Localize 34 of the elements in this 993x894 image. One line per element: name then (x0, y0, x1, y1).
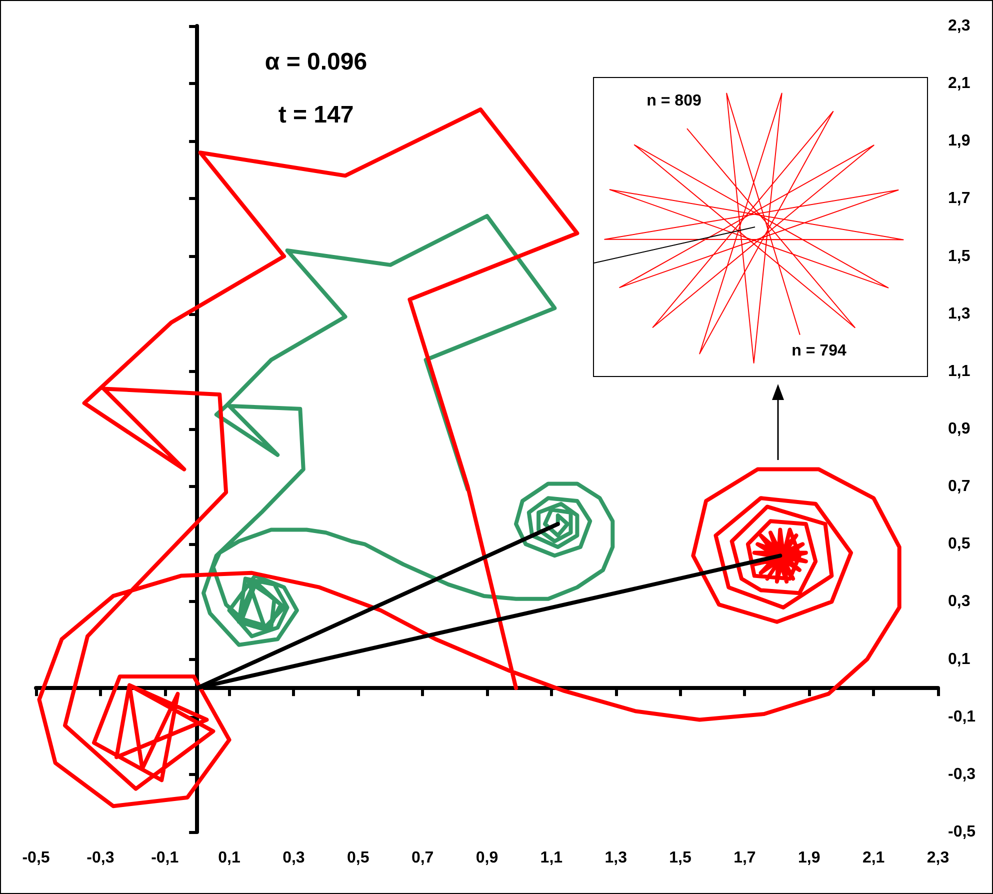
annotation: t = 147 (278, 102, 354, 128)
annotation: n = 809 (646, 92, 702, 110)
x-tick-label: 1,5 (669, 850, 692, 866)
x-tick-label: 2,3 (926, 850, 950, 866)
y-tick-label: 0,7 (948, 478, 970, 496)
y-tick-label: 2,3 (948, 18, 970, 34)
x-tick-label: 1,9 (798, 850, 820, 866)
y-tick-label: -0,1 (948, 708, 976, 726)
x-tick-label: 0,9 (476, 850, 498, 866)
x-tick-label: 1,3 (604, 850, 628, 866)
x-tick-label: 0,5 (347, 850, 370, 866)
x-tick-label: 2,1 (862, 850, 885, 866)
y-tick-label: -0,3 (948, 766, 976, 783)
y-tick-label: 1,1 (948, 362, 970, 380)
x-tick-label: 1,7 (734, 850, 756, 866)
y-tick-label: 2,1 (948, 75, 970, 92)
x-tick-label: 0,1 (218, 850, 241, 866)
y-tick-label: 1,9 (948, 132, 970, 150)
y-tick-label: 0,9 (948, 420, 970, 438)
x-tick-label: -0,1 (151, 850, 179, 866)
x-tick-label: -0,3 (86, 850, 114, 866)
y-tick-label: 1,3 (948, 305, 970, 322)
annotation: n = 794 (792, 342, 846, 360)
y-tick-label: 0,5 (948, 536, 970, 553)
annotation: α = 0.096 (264, 48, 368, 76)
y-tick-label: 1,5 (948, 248, 970, 265)
x-tick-label: 1,1 (540, 850, 563, 866)
x-tick-label: 0,3 (282, 850, 305, 866)
y-tick-label: -0,5 (948, 824, 976, 840)
y-tick-label: 0,3 (948, 593, 970, 610)
x-tick-label: -0,5 (22, 850, 50, 866)
y-tick-label: 0,1 (948, 650, 970, 668)
x-tick-label: 0,7 (411, 850, 434, 866)
y-tick-label: 1,7 (948, 190, 970, 208)
